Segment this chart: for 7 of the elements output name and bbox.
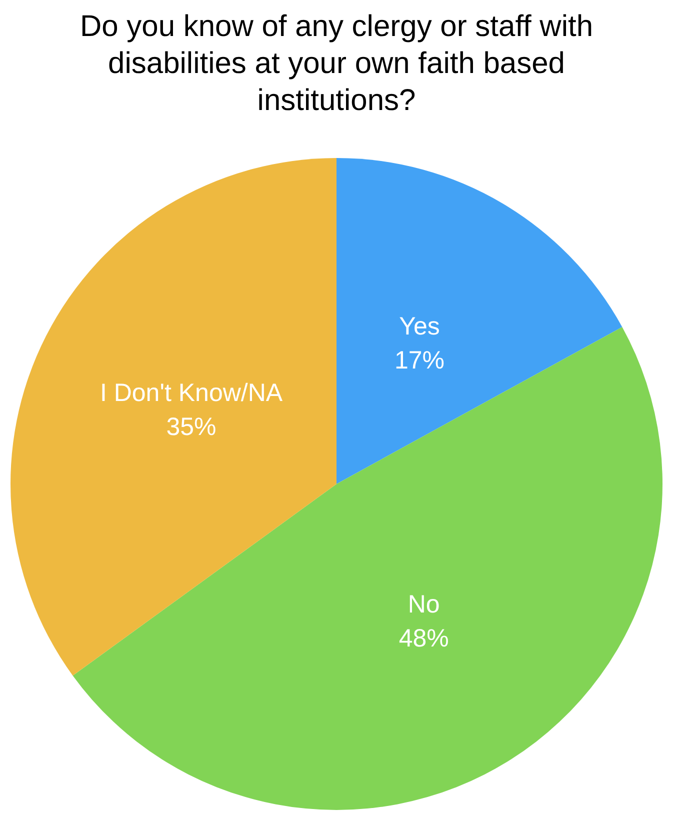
data-label: 35% — [166, 412, 216, 441]
slice-label: Yes — [399, 312, 440, 341]
slice-label: No — [408, 590, 440, 619]
data-label: 17% — [394, 346, 444, 375]
chart-title: Do you know of any clergy or staff with disabilities at your own faith based institutions? — [78, 9, 594, 119]
slice-label: I Don't Know/NA — [100, 378, 283, 407]
data-label: 48% — [398, 624, 449, 653]
